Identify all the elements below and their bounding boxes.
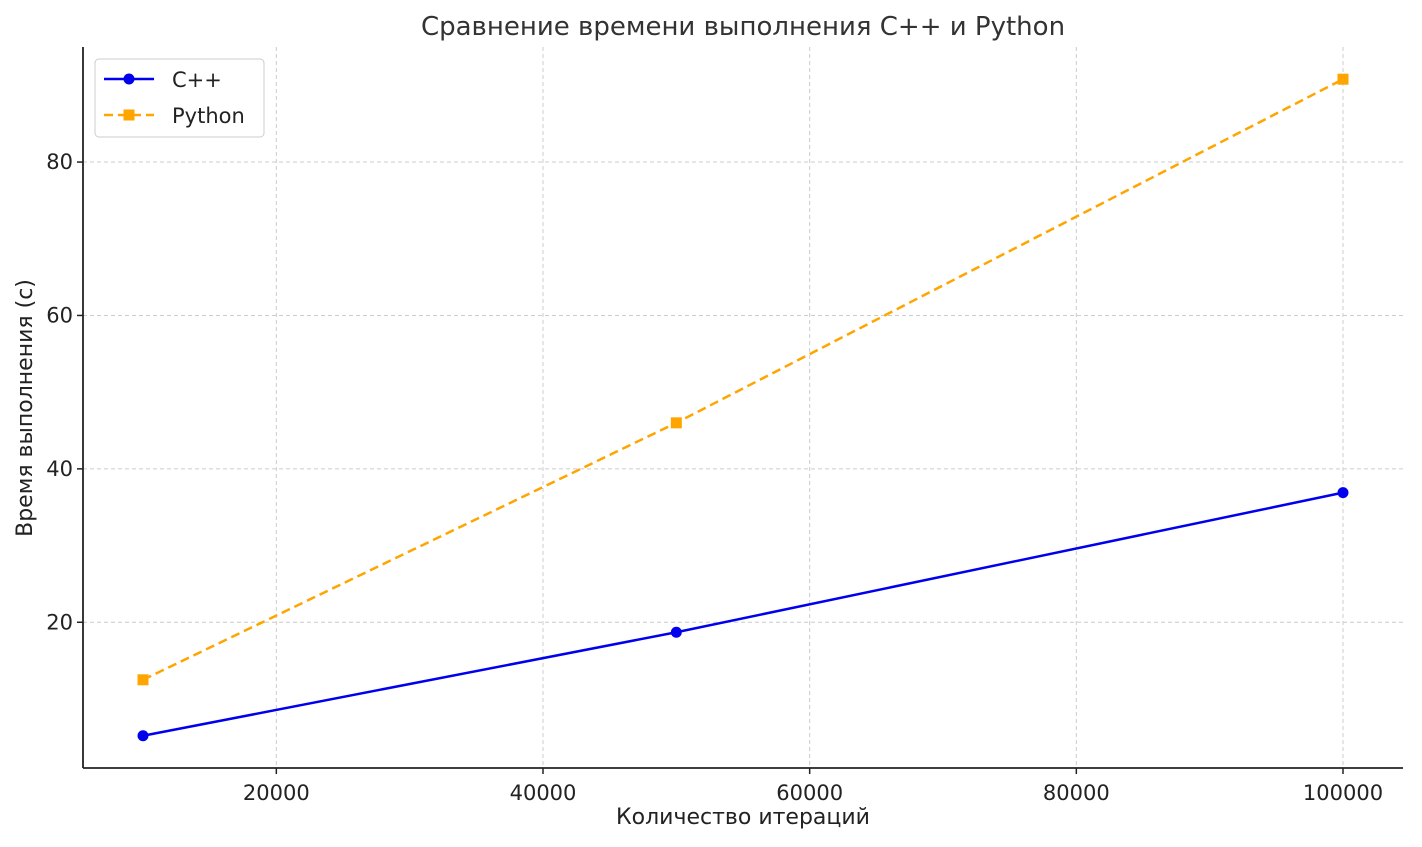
tick-marks: 20000 40000 60000 80000 100000 20 40 60 80 <box>46 150 1383 805</box>
gridlines <box>83 47 1403 768</box>
series-layer <box>137 73 1349 742</box>
data-point-c <box>1337 487 1349 499</box>
chart-title: Сравнение времени выполнения C++ и Pytho… <box>421 12 1065 42</box>
data-point-python <box>670 417 682 429</box>
x-tick-label: 20000 <box>243 781 310 805</box>
legend-marker-python <box>123 109 135 121</box>
y-tick-label: 20 <box>46 610 73 634</box>
y-tick-label: 80 <box>46 150 73 174</box>
data-point-python <box>1337 73 1349 85</box>
data-point-python <box>137 674 149 686</box>
legend: C++ Python <box>94 58 265 138</box>
x-axis-label: Количество итераций <box>616 805 870 830</box>
x-tick-label: 40000 <box>510 781 577 805</box>
axes <box>82 47 1403 769</box>
y-tick-label: 60 <box>46 303 73 327</box>
data-point-c <box>670 626 682 638</box>
legend-marker-c <box>123 73 135 85</box>
x-tick-label: 60000 <box>776 781 843 805</box>
x-tick-label: 100000 <box>1303 781 1383 805</box>
y-axis-label: Время выполнения (с) <box>13 279 38 537</box>
y-tick-label: 40 <box>46 457 73 481</box>
x-tick-label: 80000 <box>1043 781 1110 805</box>
legend-label-python: Python <box>172 104 245 128</box>
legend-label-c: C++ <box>172 68 222 92</box>
data-point-c <box>137 730 149 742</box>
